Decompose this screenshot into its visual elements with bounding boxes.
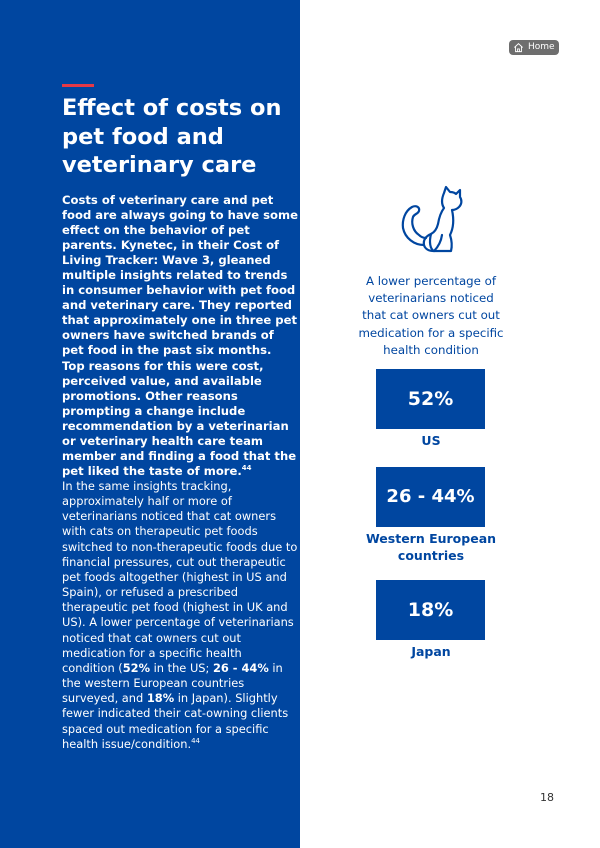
body-text-3: in the western European countries survey… xyxy=(62,660,283,706)
lead-paragraph: Costs of veterinary care and pet food ar… xyxy=(62,193,298,479)
body-stat-europe: 26 - 44% xyxy=(212,660,269,675)
body-reference: 44 xyxy=(191,736,200,745)
page-title: Effect of costs on pet food and veterina… xyxy=(62,95,282,178)
left-panel: Effect of costs on pet food and veterina… xyxy=(0,0,300,848)
cat-icon xyxy=(401,185,463,253)
body-text-1: In the same insights tracking, approxima… xyxy=(62,479,298,675)
page-number: 18 xyxy=(540,791,554,804)
lead-reference: 44 xyxy=(241,463,252,472)
lead-text: Costs of veterinary care and pet food ar… xyxy=(62,193,298,478)
stat-box-western-europe: 26 - 44% xyxy=(376,467,485,527)
body-stat-us: 52% xyxy=(122,660,150,675)
body-stat-japan: 18% xyxy=(146,691,175,706)
stat-label-western-europe: Western European countries xyxy=(365,531,497,563)
body-text-4: in Japan). Slightly fewer indicated thei… xyxy=(62,691,289,751)
stat-label-us: US xyxy=(421,433,441,448)
home-label: Home xyxy=(528,42,555,52)
stat-box-us: 52% xyxy=(376,369,485,429)
home-icon xyxy=(514,43,523,53)
home-button[interactable]: Home xyxy=(509,40,559,55)
stat-box-japan: 18% xyxy=(376,580,485,640)
accent-bar xyxy=(62,84,94,87)
body-text-2: in the US; xyxy=(150,660,213,675)
stat-label-japan: Japan xyxy=(411,644,451,659)
infographic-intro: A lower percentage of veterinarians noti… xyxy=(358,274,504,357)
body-paragraph: In the same insights tracking, approxima… xyxy=(62,479,298,752)
